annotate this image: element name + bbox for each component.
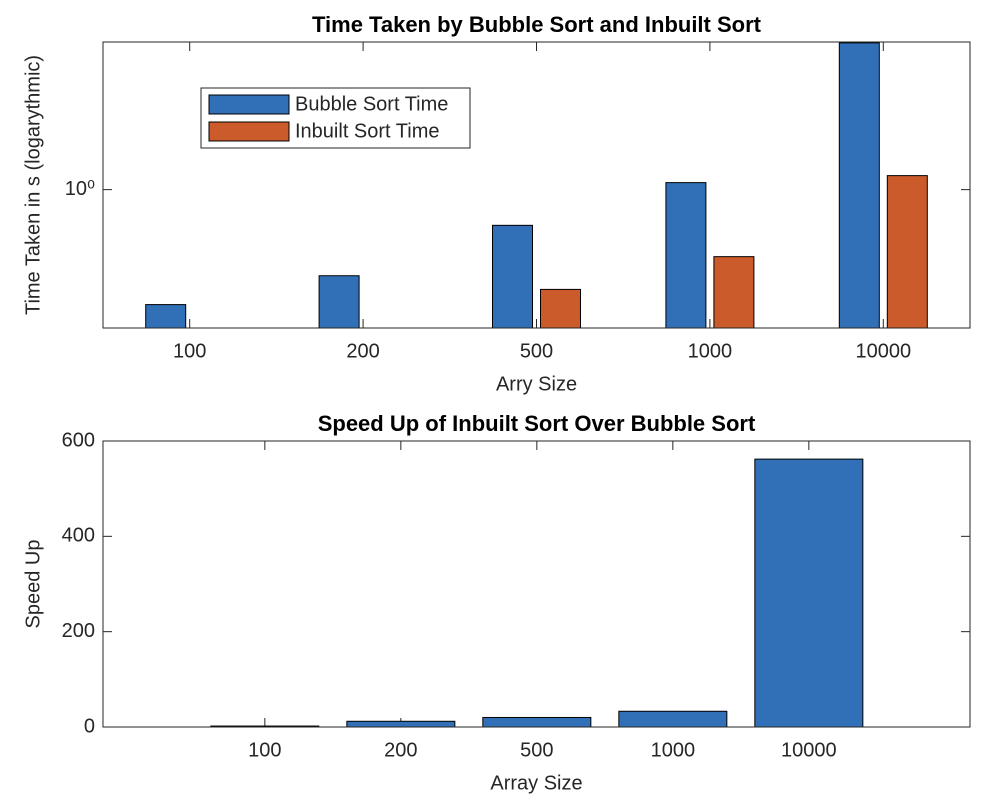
bar <box>193 327 235 328</box>
bar <box>713 256 755 328</box>
x-axis-label: Array Size <box>490 772 582 794</box>
x-axis-label: Arry Size <box>496 373 577 395</box>
bar <box>318 275 360 328</box>
y-tick-label: 400 <box>62 525 95 547</box>
plot-frame <box>102 440 971 728</box>
x-tick-label: 500 <box>520 739 553 761</box>
y-axis-label: Time Taken in s (logarythmic) <box>22 55 44 315</box>
bar <box>665 182 707 328</box>
x-tick-label: 10000 <box>781 739 837 761</box>
chart-title: Time Taken by Bubble Sort and Inbuilt So… <box>312 12 762 37</box>
plot-frame <box>102 41 971 329</box>
chart-title: Speed Up of Inbuilt Sort Over Bubble Sor… <box>318 411 756 436</box>
x-tick-label: 10000 <box>855 340 911 362</box>
y-tick-label: 0 <box>84 715 95 737</box>
x-tick-label: 500 <box>520 340 553 362</box>
legend-label: Bubble Sort Time <box>295 93 448 115</box>
legend-swatch <box>208 121 290 142</box>
bars <box>210 458 864 728</box>
x-tick-label: 1000 <box>651 739 696 761</box>
x-tick-label: 200 <box>384 739 417 761</box>
bar <box>754 458 864 728</box>
bar <box>482 716 592 728</box>
bars <box>145 42 928 328</box>
bar <box>346 720 456 728</box>
y-tick-label: 10⁰ <box>65 178 95 200</box>
x-tick-label: 200 <box>346 340 379 362</box>
bar <box>838 42 880 328</box>
bar <box>886 175 928 328</box>
x-tick-label: 100 <box>173 340 206 362</box>
x-tick-label: 100 <box>248 739 281 761</box>
bar <box>618 710 728 728</box>
bar <box>492 224 533 328</box>
legend-swatch <box>208 94 290 115</box>
y-tick-label: 600 <box>62 429 95 451</box>
y-axis-label: Speed Up <box>22 540 44 629</box>
bar <box>540 288 581 328</box>
x-tick-label: 1000 <box>688 340 733 362</box>
bar <box>145 304 187 328</box>
y-tick-label: 200 <box>62 620 95 642</box>
legend-label: Inbuilt Sort Time <box>295 120 440 142</box>
